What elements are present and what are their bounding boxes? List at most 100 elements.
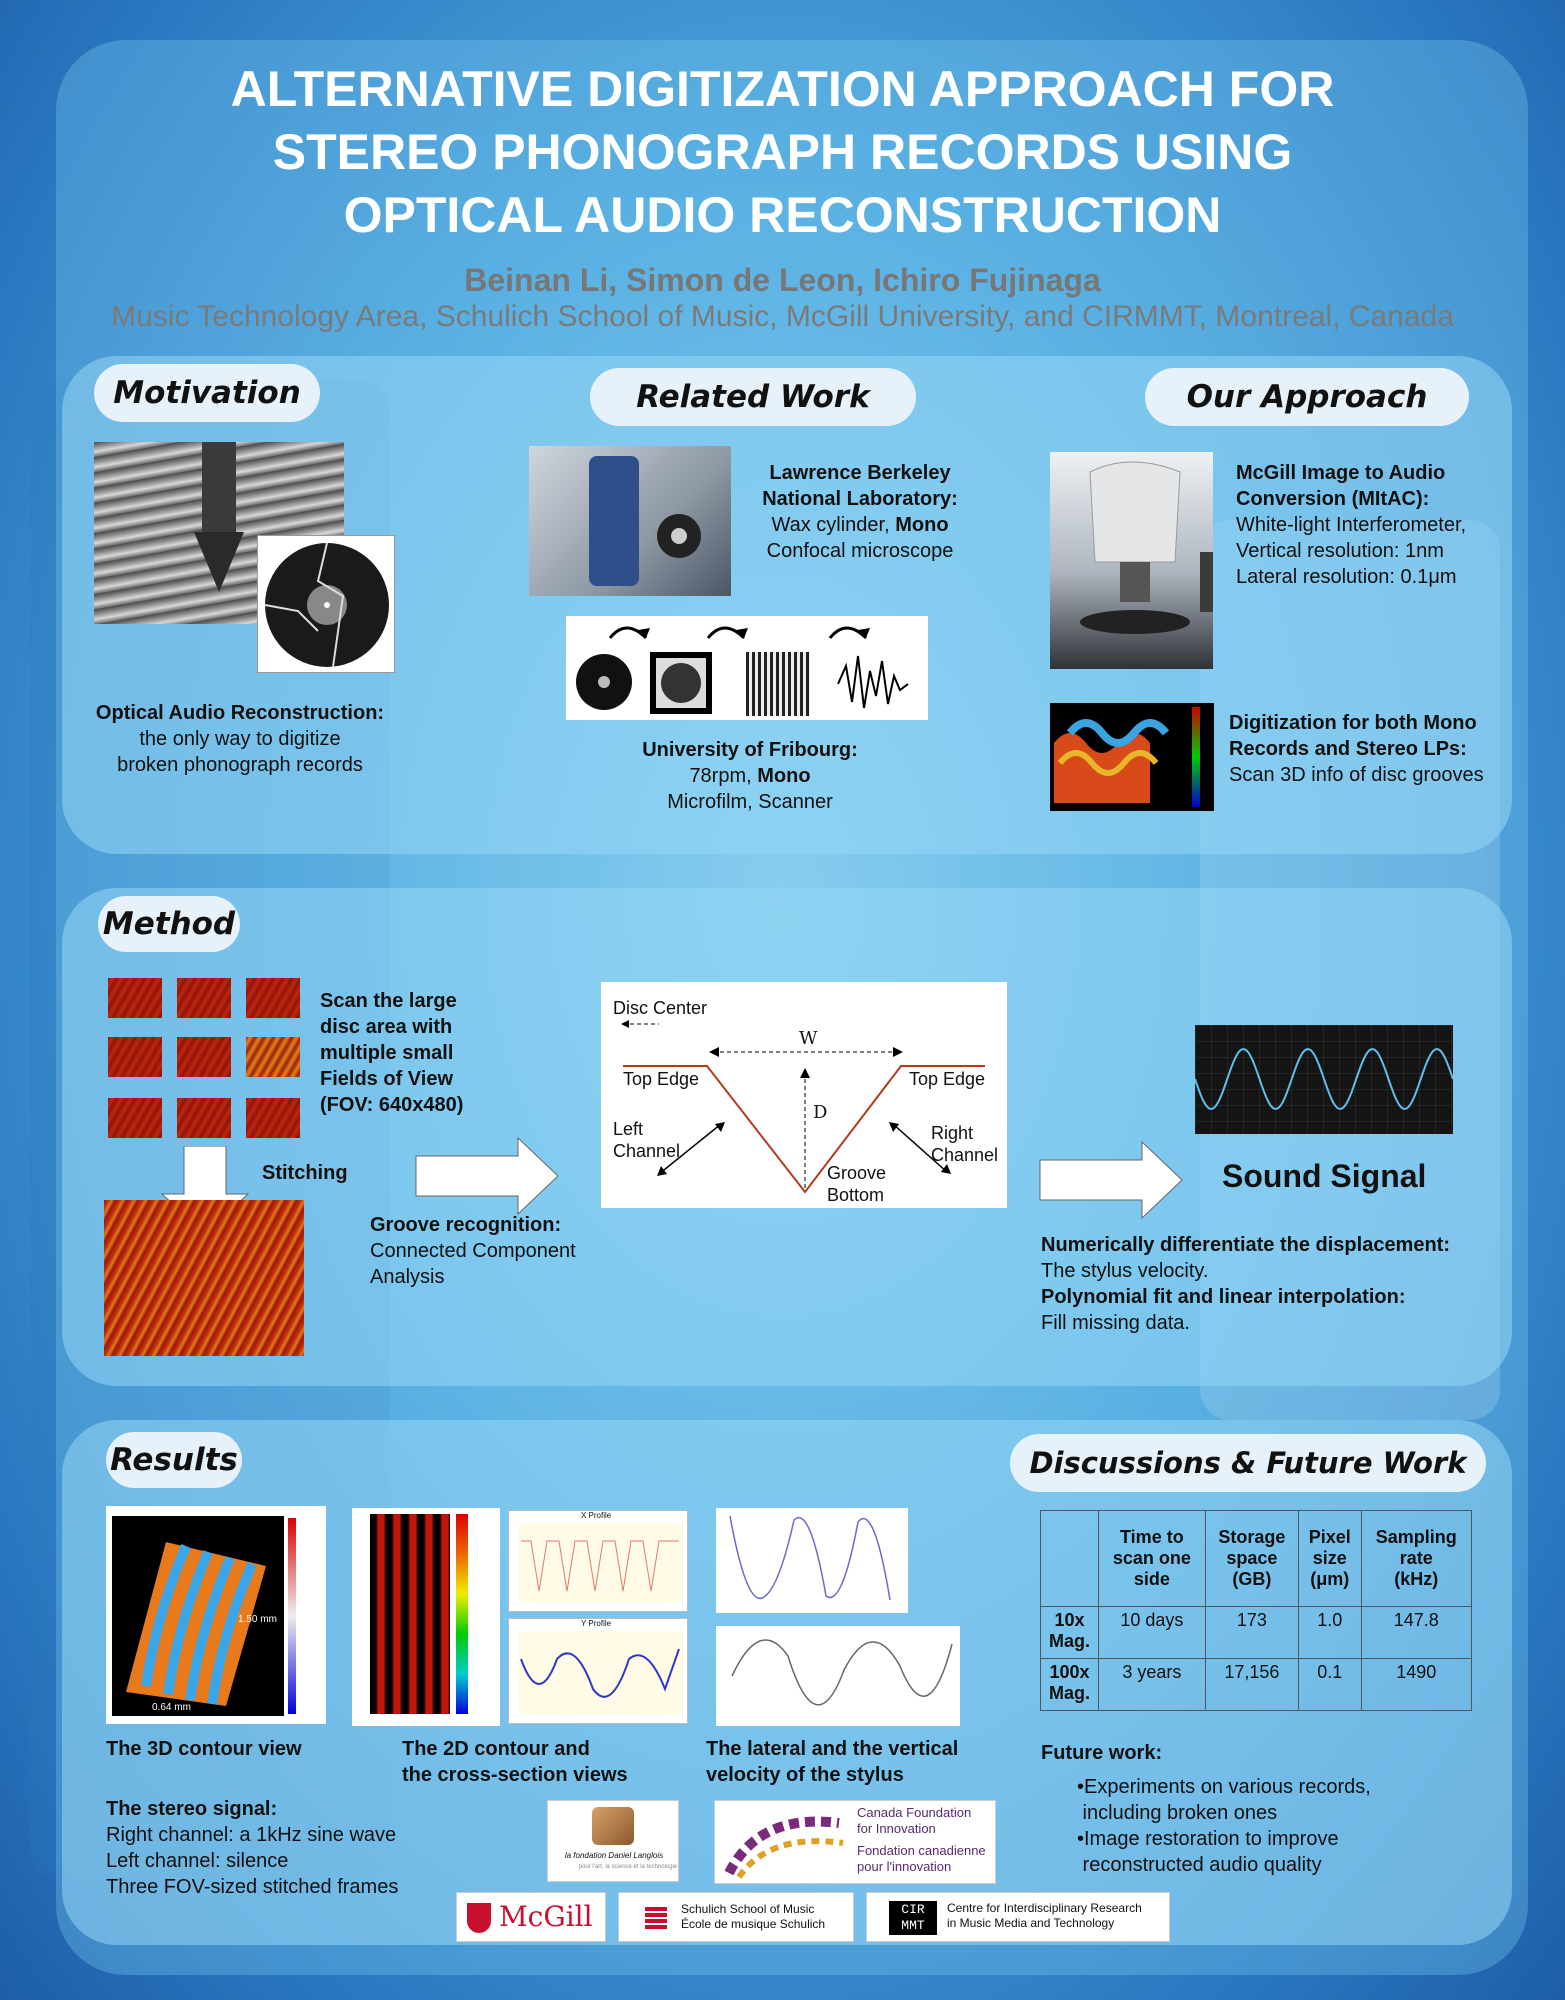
fribourg-bold: University of Fribourg: <box>642 739 858 761</box>
schulich-mark-icon <box>645 1907 667 1929</box>
langlois-name: la fondation Daniel Langlois <box>564 1851 664 1860</box>
width-label: W <box>799 1028 818 1049</box>
our-approach-heading: Our Approach <box>1145 368 1469 426</box>
mitac-bold-1: McGill Image to Audio <box>1236 462 1446 484</box>
fribourg-line-3: Microfilm, Scanner <box>667 791 833 813</box>
groove-bottom-label: Groove Bottom <box>827 1163 887 1205</box>
comparison-table-wrap: Time to scan one side Storage space (GB) Pix… <box>1040 1510 1473 1711</box>
mcgill-logo: McGill <box>456 1892 606 1942</box>
table-row-label: 100x Mag. <box>1040 1658 1099 1711</box>
langlois-hands-icon <box>592 1807 634 1845</box>
stereo-line-1: Right channel: a 1kHz sine wave <box>106 1824 397 1846</box>
scan-text: Scan the large disc area with multiple s… <box>320 988 520 1118</box>
poly-line: Fill missing data. <box>1041 1312 1190 1334</box>
fov-tile <box>177 1037 231 1077</box>
table-cell: 1490 <box>1360 1658 1473 1711</box>
langlois-logo: la fondation Daniel Langlois pour l'art,… <box>547 1800 679 1882</box>
contour-3d-icon <box>126 1518 296 1714</box>
y-profile-label: Y Profile <box>581 1619 612 1628</box>
motivation-heading: Motivation <box>94 364 320 422</box>
broken-record-icon <box>264 542 389 668</box>
fov-tile <box>177 978 231 1018</box>
future-item-2: •Image restoration to improve reconstruc… <box>1077 1828 1339 1876</box>
discussions-heading: Discussions & Future Work <box>1010 1434 1486 1492</box>
schulich-logo: Schulich School of Music École de musique… <box>618 1892 854 1942</box>
future-bold: Future work: <box>1041 1742 1163 1764</box>
fov-tile <box>246 1037 300 1077</box>
cirmmt-mark: CIR MMT <box>889 1901 937 1935</box>
interferometer-icon <box>1080 461 1213 634</box>
vertical-velocity-plot <box>716 1626 960 1726</box>
table-cell: 1.0 <box>1297 1606 1362 1659</box>
mcgill-wordmark: McGill <box>499 1900 593 1933</box>
sound-signal-scope <box>1195 1025 1453 1134</box>
disc-center-label: Disc Center <box>613 998 708 1018</box>
scan-line-3: multiple small <box>320 1042 454 1064</box>
table-cell: 0.1 <box>1297 1658 1362 1711</box>
stereo-bold: The stereo signal: <box>106 1798 278 1820</box>
fribourg-line-2b: Mono <box>757 765 811 787</box>
poly-bold: Polynomial fit and linear interpolation: <box>1041 1286 1406 1308</box>
mitac-line-2: Vertical resolution: 1nm <box>1236 540 1444 562</box>
fov-tile <box>246 1098 300 1138</box>
cirmmt-logo: CIR MMT Centre for Interdisciplinary Rese… <box>866 1892 1170 1942</box>
fov-tile <box>177 1098 231 1138</box>
lbnl-bold-2: National Laboratory: <box>762 488 958 510</box>
contour-3d-view: 1.50 mm 0.64 mm <box>106 1506 326 1724</box>
y-profile-plot <box>519 1631 683 1715</box>
future-work-text: Future work: •Experiments on various rec… <box>1041 1740 1461 1878</box>
top-edge-left-label: Top Edge <box>623 1069 700 1089</box>
fribourg-line-2a: 78rpm, <box>689 765 758 787</box>
cfi-logo: Canada Foundation for Innovation Fondatio… <box>714 1800 996 1884</box>
table-header-pixel: Pixel size (μm) <box>1297 1510 1362 1607</box>
groove-3d-icon <box>1054 707 1200 807</box>
motivation-caption-bold: Optical Audio Reconstruction: <box>95 702 385 724</box>
title-line-3: OPTICAL AUDIO RECONSTRUCTION <box>343 187 1222 243</box>
table-row: 100x Mag. 3 years 17,156 0.1 1490 <box>1040 1658 1473 1711</box>
caption-velocity: The lateral and the vertical velocity of … <box>706 1738 959 1786</box>
fov-tile-grid <box>108 978 304 1140</box>
mitac-text: McGill Image to Audio Conversion (MItAC)… <box>1236 460 1516 590</box>
groove-recognition-text: Groove recognition: Connected Component … <box>370 1212 620 1290</box>
groove-line-1: Connected Component <box>370 1240 576 1262</box>
related-work-heading: Related Work <box>590 368 916 426</box>
method-arrow-2 <box>1039 1140 1183 1220</box>
contour-3d-length-label: 1.50 mm <box>238 1614 277 1625</box>
future-item-1: •Experiments on various records, includi… <box>1077 1776 1371 1824</box>
groove-diagram-lines <box>621 1020 985 1194</box>
mitac-line-1: White-light Interferometer, <box>1236 514 1467 536</box>
digit-line: Scan 3D info of disc grooves <box>1229 764 1484 786</box>
lbnl-line-3a: Wax cylinder, <box>771 514 896 536</box>
stereo-line-2: Left channel: silence <box>106 1850 289 1872</box>
post-processing-text: Numerically differentiate the displaceme… <box>1041 1232 1501 1336</box>
sine-wave-graph <box>1195 1025 1453 1134</box>
affiliation: Music Technology Area, Schulich School o… <box>111 300 1454 333</box>
table-corner <box>1040 1510 1099 1607</box>
title-line-1: ALTERNATIVE DIGITIZATION APPROACH FOR <box>230 61 1335 117</box>
stereo-signal-text: The stereo signal: Right channel: a 1kHz… <box>106 1796 436 1900</box>
table-cell: 3 years <box>1098 1658 1206 1711</box>
motivation-caption-line-2: broken phonograph records <box>117 754 363 776</box>
digitization-text: Digitization for both Mono Records and S… <box>1229 710 1519 788</box>
fov-tile <box>108 978 162 1018</box>
digit-bold-1: Digitization for both Mono <box>1229 712 1477 734</box>
cross-section-y-profile: Y Profile <box>508 1618 688 1724</box>
authors: Beinan Li, Simon de Leon, Ichiro Fujinag… <box>464 262 1101 298</box>
fov-tile <box>246 978 300 1018</box>
schulich-text: Schulich School of Music École de musique… <box>681 1902 826 1931</box>
table-cell: 173 <box>1204 1606 1299 1659</box>
apparatus-icon <box>589 456 701 586</box>
motivation-caption-line-1: the only way to digitize <box>139 728 341 750</box>
right-channel-label: Right Channel <box>931 1123 999 1165</box>
scan-line-4: Fields of View <box>320 1068 453 1090</box>
stitched-groove-image <box>104 1200 304 1356</box>
lateral-velocity-curve <box>729 1515 891 1601</box>
lateral-velocity-plot <box>716 1508 908 1613</box>
lbnl-line-3b: Mono <box>895 514 949 536</box>
table-row: 10x Mag. 10 days 173 1.0 147.8 <box>1040 1606 1473 1659</box>
cirmmt-text: Centre for Interdisciplinary Research in … <box>947 1901 1142 1930</box>
digit-bold-2: Records and Stereo LPs: <box>1229 738 1467 760</box>
mcgill-crest-icon <box>467 1903 491 1933</box>
fov-tile <box>108 1098 162 1138</box>
cfi-fan-icon <box>724 1816 844 1879</box>
